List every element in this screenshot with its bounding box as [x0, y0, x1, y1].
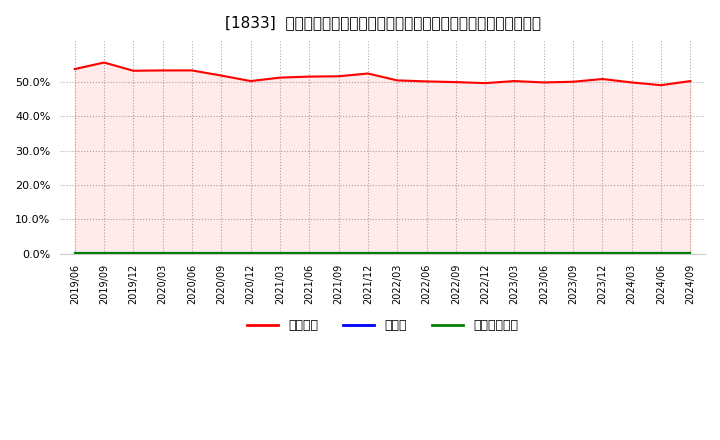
- Legend: 自己資本, のれん, 繰延税金資産: 自己資本, のれん, 繰延税金資産: [242, 314, 523, 337]
- Title: [1833]  自己資本、のれん、繰延税金資産の総資産に対する比率の推移: [1833] 自己資本、のれん、繰延税金資産の総資産に対する比率の推移: [225, 15, 541, 30]
